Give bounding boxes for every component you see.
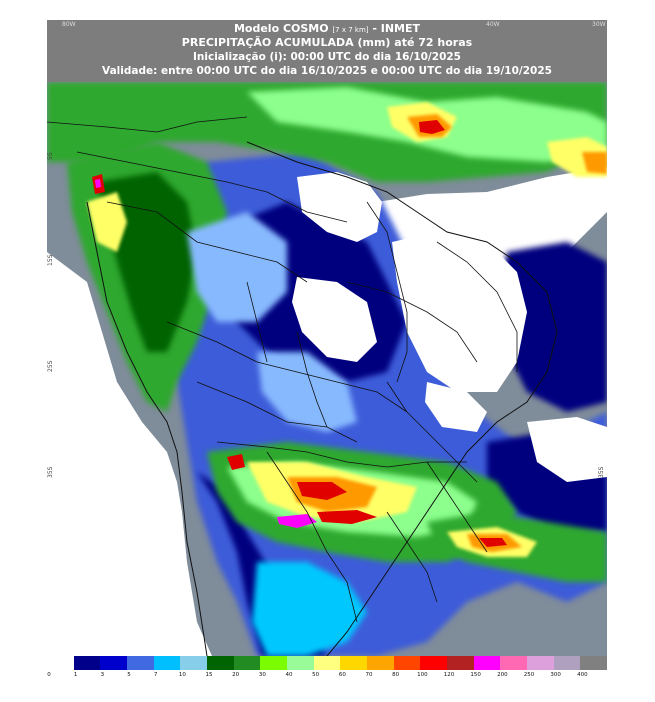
central-light-blue <box>257 352 357 432</box>
guianas-dry <box>297 172 382 242</box>
colorbar-tick-label: 70 <box>365 672 373 678</box>
dark-blue-northeast <box>497 242 607 412</box>
colorbar-swatch <box>153 656 181 670</box>
coastline <box>86 141 558 656</box>
colorbar-tick-label: 30 <box>258 672 266 678</box>
colorbar-tick-label: 20 <box>232 672 240 678</box>
colorbar-tick-label: 1 <box>73 672 78 678</box>
colorbar-tick-label: 0 <box>47 672 51 678</box>
colorbar-tick-label: 7 <box>153 672 158 678</box>
colorbar-swatch <box>473 656 501 670</box>
precipitation-colorbar <box>47 656 608 670</box>
andes-magenta-core <box>95 179 101 188</box>
colorbar-tick-label: 50 <box>312 672 320 678</box>
amazon-dry <box>292 277 377 362</box>
south-red-core <box>297 482 347 500</box>
colorbar-tick-label: 15 <box>205 672 213 678</box>
colorbar-tick-label: 10 <box>178 672 186 678</box>
lon-label-40w: 40W <box>486 21 500 28</box>
colorbar-swatch <box>447 656 474 670</box>
colorbar-tick-label: 200 <box>497 672 508 678</box>
colorbar-tick-label: 5 <box>127 672 131 678</box>
colorbar-swatch <box>100 656 128 670</box>
coastal-dry <box>425 382 487 432</box>
product-subtitle: PRECIPITAÇÃO ACUMULADA (mm) até 72 horas <box>181 36 473 49</box>
amazon-light-blue <box>187 212 287 322</box>
lat-label-25s: 25S <box>47 360 54 372</box>
southwest-red-core <box>227 454 245 470</box>
colorbar-swatch <box>367 656 394 670</box>
colorbar-tick-label: 60 <box>338 672 346 678</box>
colorbar-swatch <box>287 656 314 670</box>
colorbar-swatch <box>340 656 368 670</box>
atlantic-dry-patch <box>527 417 607 482</box>
colorbar-swatch <box>207 656 234 670</box>
lat-label-5s: 5S <box>47 152 54 160</box>
pacific-dry-area <box>47 252 212 656</box>
colorbar-swatch <box>313 656 341 670</box>
colorbar-swatch <box>420 656 448 670</box>
model-title: Modelo COSMO [7 x 7 km] - INMET <box>233 22 421 35</box>
colorbar-tick-label: 80 <box>392 672 400 678</box>
colorbar-swatch <box>47 656 74 670</box>
andes-yellow <box>87 192 127 252</box>
precipitation-map <box>47 82 607 656</box>
colorbar-swatch <box>393 656 421 670</box>
northeast-dry <box>392 232 527 392</box>
validity-line: Validade: entre 00:00 UTC do dia 16/10/2… <box>102 65 552 77</box>
colorbar-swatch <box>580 656 608 670</box>
colorbar-swatch <box>127 656 154 670</box>
colorbar-tick-label: 300 <box>550 672 561 678</box>
colorbar-labels: 0 1 3 5 7 10 15 20 30 40 50 60 70 80 100 120 150 200 250 30… <box>47 672 607 682</box>
colorbar-swatch <box>500 656 528 670</box>
colorbar-tick-label: 120 <box>443 672 455 678</box>
south-magenta-core <box>277 514 317 528</box>
political-borders <box>47 116 518 623</box>
lat-label-35s: 35S <box>47 466 54 478</box>
initialization-line: Inicialização (i): 00:00 UTC do dia 16/1… <box>192 51 461 63</box>
north-red-core <box>419 120 445 134</box>
colorbar-tick-label: 100 <box>417 672 428 678</box>
caribbean-orange <box>582 152 607 174</box>
map-header: Modelo COSMO [7 x 7 km] - INMET PRECIPIT… <box>47 20 607 82</box>
south-cyan <box>252 562 367 656</box>
colorbar-tick-label: 150 <box>470 672 481 678</box>
lon-label-30w: 30W <box>592 21 606 28</box>
south-red-core-2 <box>317 510 377 524</box>
colorbar-swatch <box>73 656 101 670</box>
lat-label-15s: 15S <box>47 254 54 266</box>
colorbar-swatch <box>553 656 581 670</box>
colorbar-tick-label: 40 <box>285 672 293 678</box>
colorbar-swatch <box>260 656 288 670</box>
colorbar-tick-label: 250 <box>523 672 535 678</box>
atlantic-red-core <box>479 538 507 547</box>
lon-label-80w: 80W <box>62 21 76 28</box>
right-lat-label-35s: 35S <box>598 466 605 478</box>
colorbar-tick-label: 3 <box>100 672 105 678</box>
colorbar-swatch <box>233 656 261 670</box>
colorbar-swatch <box>180 656 208 670</box>
colorbar-swatch <box>527 656 554 670</box>
colorbar-tick-label: 400 <box>577 672 588 678</box>
